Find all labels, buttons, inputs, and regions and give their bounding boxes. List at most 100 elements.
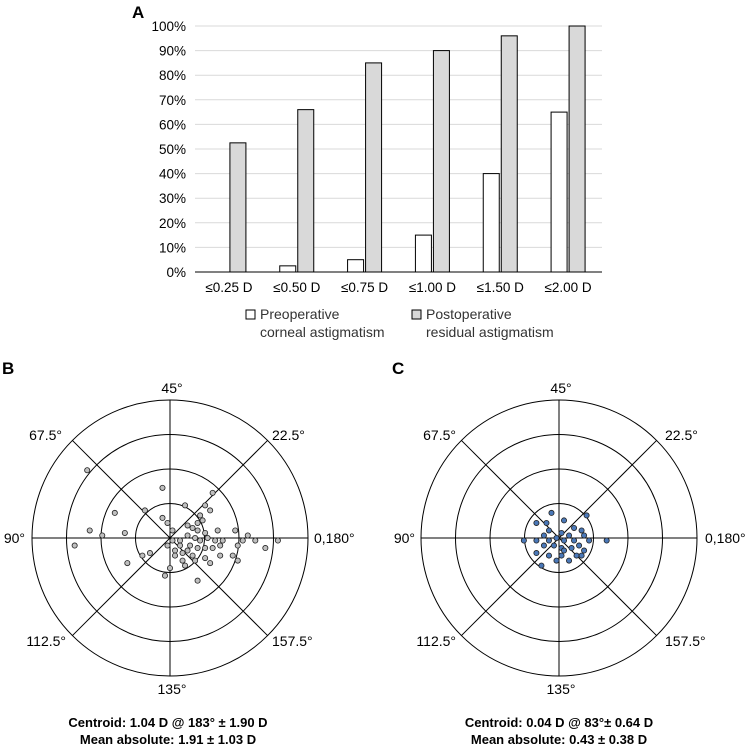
b-angle-135: 135° [158, 681, 187, 697]
pre-bar [550, 111, 568, 273]
data-point [146, 550, 153, 557]
data-point [121, 529, 128, 536]
data-point [209, 545, 216, 552]
data-point [545, 552, 552, 559]
polar-b-points [71, 467, 281, 584]
data-point [566, 557, 573, 564]
data-point [189, 524, 196, 531]
data-point [166, 565, 173, 572]
c-angle-135: 135° [547, 681, 576, 697]
post-bar [229, 142, 247, 273]
data-point [262, 545, 269, 552]
data-point [71, 542, 78, 549]
data-point [212, 537, 219, 544]
data-point [603, 537, 610, 544]
data-point [558, 529, 565, 536]
data-point [234, 557, 241, 564]
data-point [576, 542, 583, 549]
panel-a-letter: A [132, 3, 144, 22]
c-angle-157-5: 157.5° [665, 633, 706, 649]
pre-bar [347, 259, 365, 273]
b-angle-90: 90° [4, 530, 25, 546]
data-point [202, 555, 209, 562]
data-point [214, 527, 221, 534]
data-point [533, 519, 540, 526]
data-point [182, 502, 189, 509]
data-point [194, 545, 201, 552]
y-tick-label: 30% [159, 191, 186, 206]
data-point [194, 519, 201, 526]
data-point [179, 557, 186, 564]
data-point [139, 552, 146, 559]
x-tick-label: ≤0.75 D [341, 280, 388, 295]
pre-bar [414, 234, 432, 273]
bar-chart-gridlines [195, 25, 602, 248]
data-point [184, 532, 191, 539]
post-bar [568, 25, 586, 273]
bar-chart-x-tick-labels: ≤0.25 D ≤0.50 D ≤0.75 D ≤1.00 D ≤1.50 D ≤2.00… [205, 280, 592, 295]
c-angle-112-5: 112.5° [416, 633, 456, 649]
x-tick-label: ≤0.50 D [273, 280, 320, 295]
data-point [192, 535, 199, 542]
x-tick-label: ≤1.00 D [409, 280, 456, 295]
b-angle-112-5: 112.5° [26, 633, 66, 649]
data-point [571, 524, 578, 531]
data-point [545, 527, 552, 534]
data-point [202, 502, 209, 509]
c-mean-absolute-text: Mean absolute: 0.43 ± 0.38 D [471, 732, 647, 747]
post-bar [432, 50, 450, 273]
polar-plot-b: 45° 67.5° 22.5° 90° 0,180° 112.5° 157.5°… [4, 380, 355, 697]
pre-bar [482, 173, 500, 273]
data-point [232, 527, 239, 534]
data-point [99, 532, 106, 539]
data-point [252, 537, 259, 544]
data-point [209, 489, 216, 496]
x-tick-label: ≤2.00 D [544, 280, 591, 295]
data-point [169, 527, 176, 534]
data-point [207, 560, 214, 567]
data-point [194, 577, 201, 584]
b-angle-67-5: 67.5° [29, 427, 62, 443]
y-tick-label: 100% [151, 19, 186, 34]
data-point [239, 537, 246, 544]
data-point [545, 537, 552, 544]
data-point [234, 542, 241, 549]
x-tick-label: ≤1.50 D [477, 280, 524, 295]
polar-c-points [520, 509, 610, 569]
post-bar [500, 35, 518, 273]
data-point [179, 550, 186, 557]
panel-b-letter: B [2, 359, 14, 378]
c-angle-90: 90° [394, 530, 415, 546]
data-point [583, 512, 590, 519]
polar-plot-c: 45° 67.5° 22.5° 90° 0,180° 112.5° 157.5°… [394, 380, 746, 697]
c-angle-67-5: 67.5° [423, 427, 456, 443]
c-angle-22-5: 22.5° [665, 427, 698, 443]
data-point [533, 550, 540, 557]
b-angle-0-180: 0,180° [314, 530, 355, 546]
data-point [274, 537, 281, 544]
data-point [187, 542, 194, 549]
c-centroid-text: Centroid: 0.04 D @ 83°± 0.64 D [465, 715, 653, 730]
bar-chart-bars [229, 25, 586, 273]
b-angle-22-5: 22.5° [272, 427, 305, 443]
y-tick-label: 10% [159, 240, 186, 255]
data-point [558, 552, 565, 559]
data-point [578, 552, 585, 559]
y-tick-label: 80% [159, 68, 186, 83]
data-point [141, 507, 148, 514]
data-point [244, 532, 251, 539]
data-point [86, 527, 93, 534]
data-point [202, 545, 209, 552]
data-point [520, 537, 527, 544]
legend-pre-swatch [245, 309, 256, 320]
data-point [194, 527, 201, 534]
data-point [197, 537, 204, 544]
data-point [561, 517, 568, 524]
data-point [124, 560, 131, 567]
data-point [159, 484, 166, 491]
data-point [568, 545, 575, 552]
legend-post-line2: residual astigmatism [426, 324, 554, 340]
legend: Preoperative corneal astigmatism Postope… [245, 306, 554, 340]
data-point [219, 537, 226, 544]
